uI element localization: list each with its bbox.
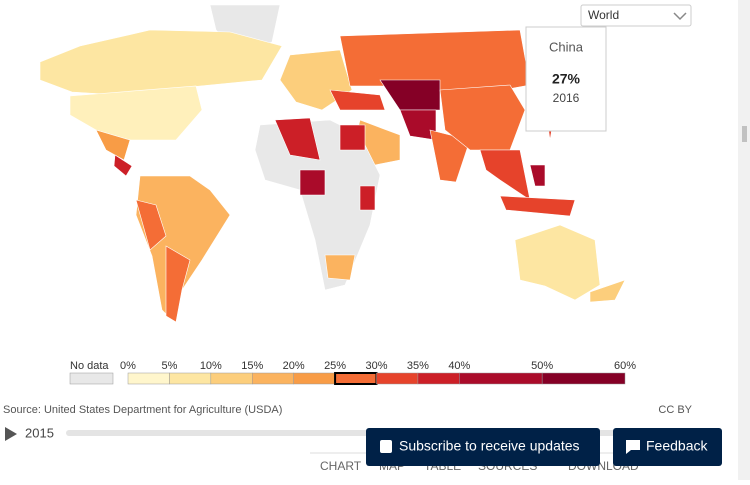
legend-tick-label: 50% [531,360,553,372]
egypt [339,124,366,151]
central-america [113,154,133,177]
legend-bin [252,372,294,385]
legend-tick-label: 35% [407,360,429,372]
feedback-label[interactable]: Feedback [646,438,708,454]
legend-tick-label: 60% [614,360,636,372]
legend-bin [334,372,378,385]
legend-tick-label: 40% [448,360,470,372]
philippines [529,164,546,187]
legend-tick-label: 30% [365,360,387,372]
tooltip-value: 27% [552,71,581,87]
legend-tick-label: 15% [241,360,263,372]
legend-tick-label: 0% [120,360,136,372]
legend-tick-label: 20% [283,360,305,372]
tooltip-box [525,26,607,132]
legend-bin [541,372,626,385]
nigeria [299,169,326,196]
iran-pakistan [399,109,437,141]
dropdown-box[interactable] [580,4,692,27]
turkey [329,89,386,111]
legend-bin [210,372,253,385]
feedback-box[interactable] [613,428,722,466]
source: Source: United States Department for Agr… [3,404,282,416]
southeast-asia [479,149,531,201]
license: CC BY [658,404,692,416]
australia [514,224,601,301]
tooltip-year: 2016 [553,91,580,105]
legend-tick-label: 5% [161,360,177,372]
legend-bin [376,372,419,385]
legend-bin [417,372,460,385]
tooltip-country: China [549,39,584,54]
kenya [359,185,376,211]
peru [135,199,167,251]
indonesia [499,195,576,217]
world-map [39,4,626,323]
kazakhstan [379,79,441,111]
tooltip: China 27% 2016 [525,26,607,132]
feedback-icon [626,440,640,454]
scrollbar-thumb[interactable] [742,126,747,142]
timeline-year: 2015 [25,425,54,440]
subscribe-icon [380,440,392,453]
legend-bin [169,372,212,385]
legend-bin [459,372,543,385]
legend: No data 0% 5% 10% 15% 20% 25% 30% 35% 40% 50% 60% [69,360,636,385]
dropdown-chevron [673,12,687,21]
play-button[interactable] [5,427,17,441]
feedback-button[interactable]: Feedback [613,428,722,466]
legend-bin [127,372,170,385]
argentina [165,245,191,323]
south-africa [324,254,356,281]
dropdown-label[interactable]: World [588,8,619,22]
subscribe-box[interactable] [366,428,600,466]
legend-bin [293,372,336,385]
subscribe-button[interactable]: Subscribe to receive updates [366,428,600,466]
new-zealand [589,279,626,303]
usa [69,85,203,141]
legend-tick-label: 25% [324,360,346,372]
mexico [95,129,131,161]
legend-tick-label: 10% [200,360,222,372]
region-selector[interactable]: World [580,4,692,27]
tab[interactable]: CHART [320,459,362,473]
algeria [274,117,321,161]
no-data-label: No data [70,360,109,372]
scrollbar[interactable] [738,0,750,480]
subscribe-label[interactable]: Subscribe to receive updates [399,438,580,454]
canada [39,29,283,96]
no-data-swatch [69,372,114,385]
